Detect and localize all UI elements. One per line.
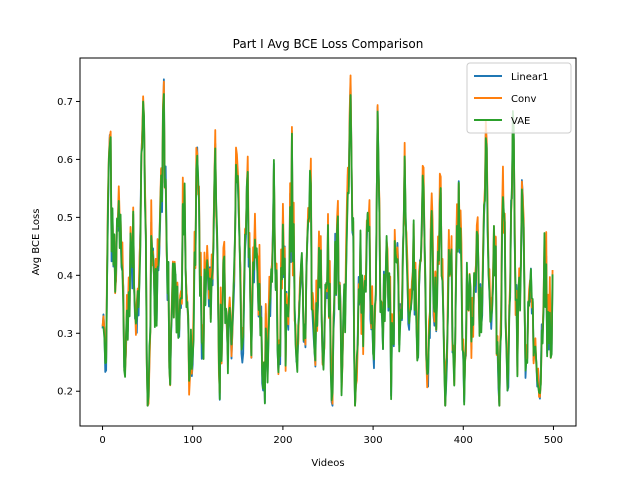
x-tick-label: 300	[364, 435, 383, 446]
y-tick-label: 0.2	[57, 387, 73, 398]
chart-title: Part I Avg BCE Loss Comparison	[233, 37, 424, 51]
legend-label-vae: VAE	[511, 116, 530, 127]
series-line-vae	[102, 93, 554, 407]
x-axis-label: Videos	[311, 458, 344, 469]
plot-area	[79, 57, 577, 427]
axes-frame	[79, 57, 577, 427]
y-tick-label: 0.6	[57, 155, 73, 166]
y-tick-label: 0.7	[57, 97, 73, 108]
legend-label-linear1: Linear1	[511, 72, 548, 83]
y-axis-ticks: 0.2 0.3 0.4 0.5 0.6 0.7	[57, 97, 80, 398]
legend-box	[466, 62, 572, 134]
legend-label-conv: Conv	[511, 94, 536, 105]
legend: Linear1 Conv VAE	[466, 62, 572, 134]
x-tick-label: 0	[99, 435, 105, 446]
y-tick-label: 0.5	[57, 213, 73, 224]
y-tick-label: 0.3	[57, 329, 73, 340]
x-axis-ticks: 0 100 200 300 400 500	[99, 426, 563, 446]
y-axis-label: Avg BCE Loss	[31, 209, 42, 276]
series-group	[101, 74, 554, 407]
x-tick-label: 500	[544, 435, 563, 446]
x-tick-label: 400	[454, 435, 473, 446]
y-tick-label: 0.4	[57, 271, 73, 282]
x-tick-label: 200	[273, 435, 292, 446]
x-tick-label: 100	[183, 435, 202, 446]
